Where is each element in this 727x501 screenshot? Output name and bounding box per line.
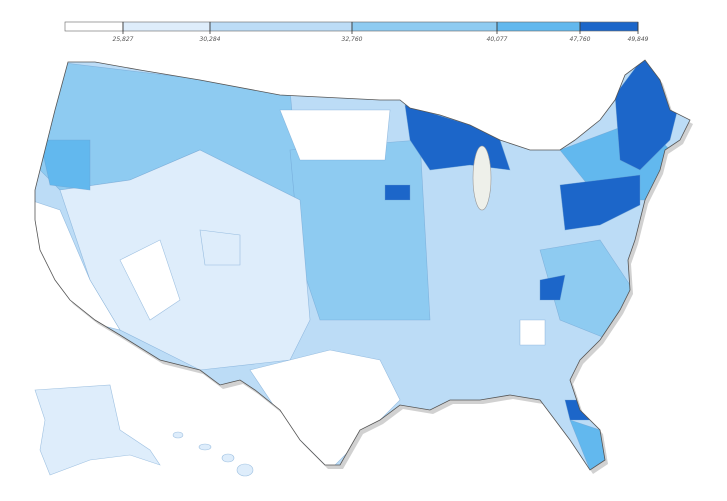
region [249,349,401,470]
legend-tick-label: 49,849 [628,36,649,43]
region [384,184,411,201]
legend-swatch [122,21,211,32]
lake-michigan [472,145,492,211]
legend-tick-label: 40,077 [487,36,508,43]
region [614,60,681,171]
hawaii [221,453,235,463]
legend-swatch [579,21,639,32]
region [289,139,431,321]
alaska [34,384,161,476]
region [119,239,181,321]
legend-swatch [64,21,124,32]
legend-swatch [209,21,353,32]
region [279,109,391,161]
legend-tick-label: 25,827 [113,36,134,43]
region [539,274,566,301]
hawaii [198,443,212,451]
us-outline [34,59,691,471]
legend-tick-label: 32,760 [342,36,363,43]
legend-swatch [351,21,498,32]
region [199,229,241,266]
region [519,319,546,346]
legend-tick-label: 47,760 [570,36,591,43]
legend: 25,827 30,284 32,760 40,077 47,760 49,849 [64,21,649,43]
region [559,174,641,231]
region [39,139,91,191]
legend-tick-label: 30,284 [200,36,221,43]
hawaii [172,431,184,439]
legend-swatch [496,21,581,32]
hawaii [236,463,254,477]
